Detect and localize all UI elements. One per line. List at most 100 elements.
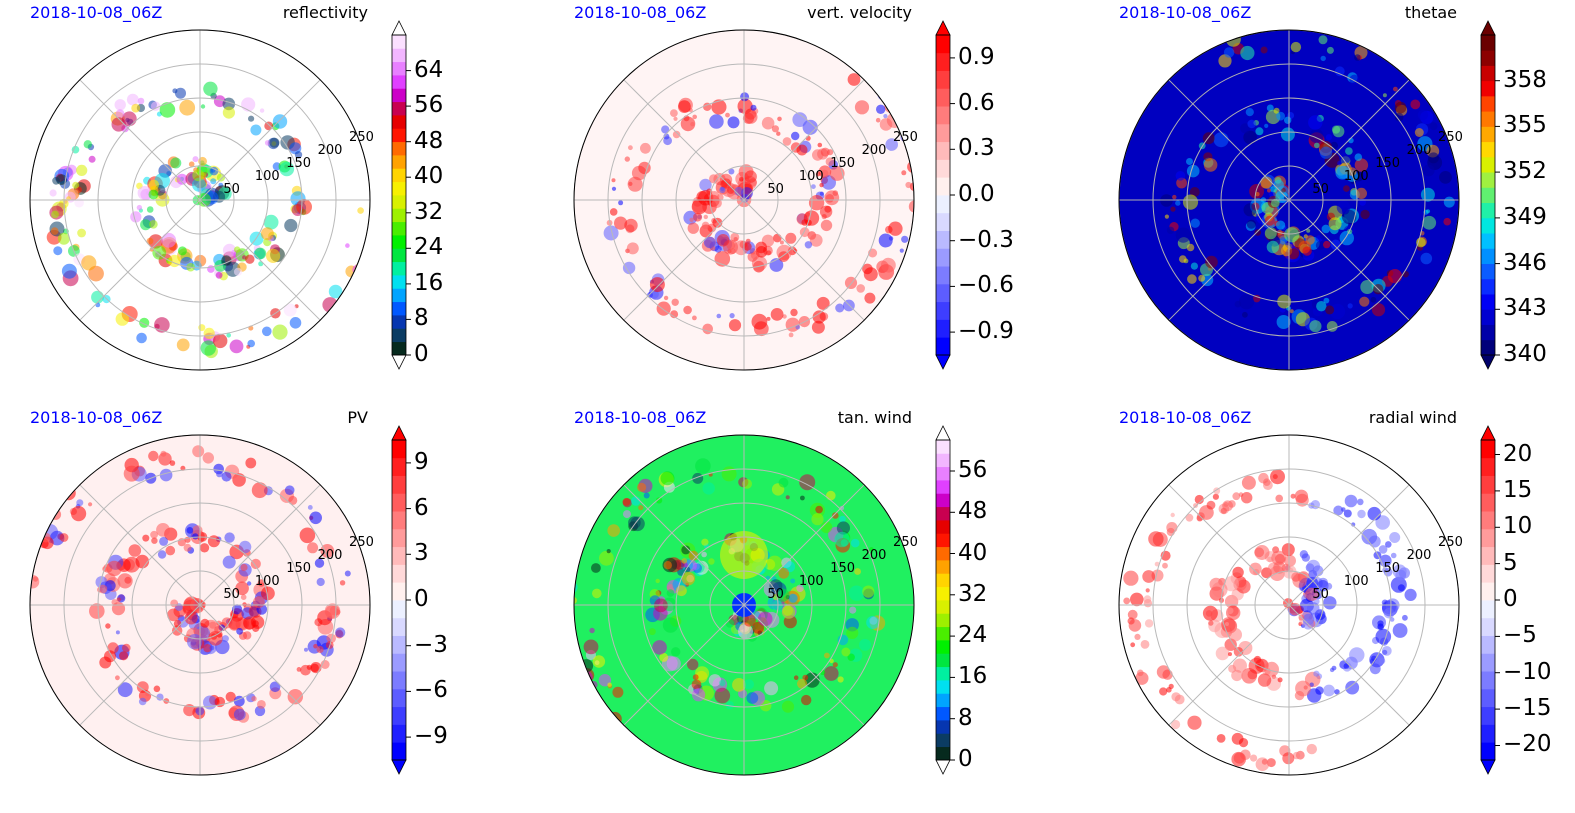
field-cell <box>628 516 641 529</box>
field-cell <box>820 219 833 232</box>
colorbar-tick-label: 24 <box>414 234 444 261</box>
field-cell <box>884 99 899 113</box>
field-cell <box>1123 597 1131 605</box>
field-cell <box>801 694 812 706</box>
field-cell <box>1343 509 1352 518</box>
colorbar-tick-label: 343 <box>1503 295 1547 322</box>
panel-variable-title: thetae <box>1404 3 1457 22</box>
field-cell <box>1226 607 1234 615</box>
colorbar-segment <box>1481 600 1495 619</box>
field-cell <box>692 688 706 702</box>
field-cell <box>138 697 147 706</box>
field-cell <box>1228 652 1232 657</box>
field-cell <box>709 191 720 202</box>
field-cell <box>624 218 638 233</box>
field-cell <box>1334 66 1345 77</box>
colorbar-tick-label: 358 <box>1503 66 1547 93</box>
field-cell <box>1326 321 1338 332</box>
colorbar-segment <box>936 195 950 214</box>
field-cell <box>817 142 823 148</box>
field-cell <box>908 200 914 213</box>
colorbar-segment <box>1481 141 1495 158</box>
field-cell <box>1392 623 1408 638</box>
field-cell <box>1344 494 1358 508</box>
field-cell <box>799 227 810 238</box>
field-cell <box>192 177 206 192</box>
field-cell <box>1137 669 1144 677</box>
field-cell <box>579 659 594 673</box>
field-cell <box>699 178 712 192</box>
colorbar-tick-label: 0.9 <box>958 43 995 70</box>
field-cell <box>1170 512 1175 518</box>
field-cell <box>744 170 757 183</box>
field-cell <box>738 624 753 639</box>
colorbar-segment <box>1481 635 1495 654</box>
field-cell <box>242 602 247 607</box>
colorbar-tick-label: −0.9 <box>958 318 1014 345</box>
colorbar-tick-label: 0.3 <box>958 135 995 162</box>
field-cell <box>1187 274 1197 284</box>
field-cell <box>1187 715 1202 730</box>
field-cell <box>283 303 297 317</box>
field-cell <box>299 527 316 544</box>
plot-boundary <box>573 434 915 776</box>
field-cell <box>829 166 845 181</box>
field-cell <box>1306 577 1319 589</box>
field-cell <box>862 585 875 598</box>
colorbar-segment <box>1481 653 1495 672</box>
field-cell <box>779 240 784 245</box>
field-cell <box>848 585 865 601</box>
field-cell <box>1337 165 1350 179</box>
field-cell <box>104 650 116 663</box>
field-cell <box>719 186 726 194</box>
field-cell <box>1382 93 1387 98</box>
field-cell <box>115 630 120 635</box>
field-cell <box>662 617 679 633</box>
field-cell <box>203 644 212 653</box>
field-cell <box>235 581 249 596</box>
azimuth-line <box>1168 199 1290 321</box>
field-cell <box>1231 669 1243 682</box>
field-cell <box>1179 255 1187 263</box>
field-cell <box>1254 545 1270 560</box>
field-cell <box>1266 240 1280 254</box>
colorbar <box>1480 20 1500 370</box>
field-cell <box>135 554 150 569</box>
colorbar-extend-min <box>1480 354 1496 370</box>
field-cell <box>796 144 808 156</box>
azimuth-line <box>743 484 865 606</box>
field-cell <box>160 450 167 457</box>
field-cell <box>57 232 70 245</box>
colorbar-segment <box>936 586 950 601</box>
field-cell <box>123 465 140 482</box>
field-cell <box>77 228 86 238</box>
field-cell <box>1281 563 1291 573</box>
panel-date: 2018-10-08_06Z <box>30 3 163 22</box>
field-cell <box>250 124 262 136</box>
azimuth-line <box>623 604 745 726</box>
field-cell <box>1378 545 1388 554</box>
field-cell <box>672 130 681 139</box>
colorbar-extend-min <box>391 759 407 775</box>
colorbar-frame <box>391 34 407 356</box>
field-cell <box>117 682 133 698</box>
colorbar-tick-label: 0 <box>1503 586 1518 612</box>
ring-label: 50 <box>223 586 240 602</box>
colorbar-segment <box>392 475 406 494</box>
field-cell <box>1154 561 1160 567</box>
field-cell <box>709 174 718 184</box>
colorbar-tick-label: 352 <box>1503 158 1547 185</box>
field-cell <box>790 578 796 584</box>
field-cell <box>626 242 639 255</box>
polar-panel <box>573 20 955 371</box>
colorbar-tick-label: 40 <box>958 539 988 566</box>
field-cell <box>795 324 801 330</box>
colorbar-segment <box>936 337 950 356</box>
field-cell <box>192 445 205 458</box>
colorbar-tick-label: −3 <box>414 631 448 658</box>
field-cell <box>53 246 63 256</box>
field-cell <box>1378 657 1386 665</box>
ring-label: 100 <box>798 573 824 589</box>
field-cell <box>269 681 281 693</box>
colorbar-segment <box>392 75 406 89</box>
